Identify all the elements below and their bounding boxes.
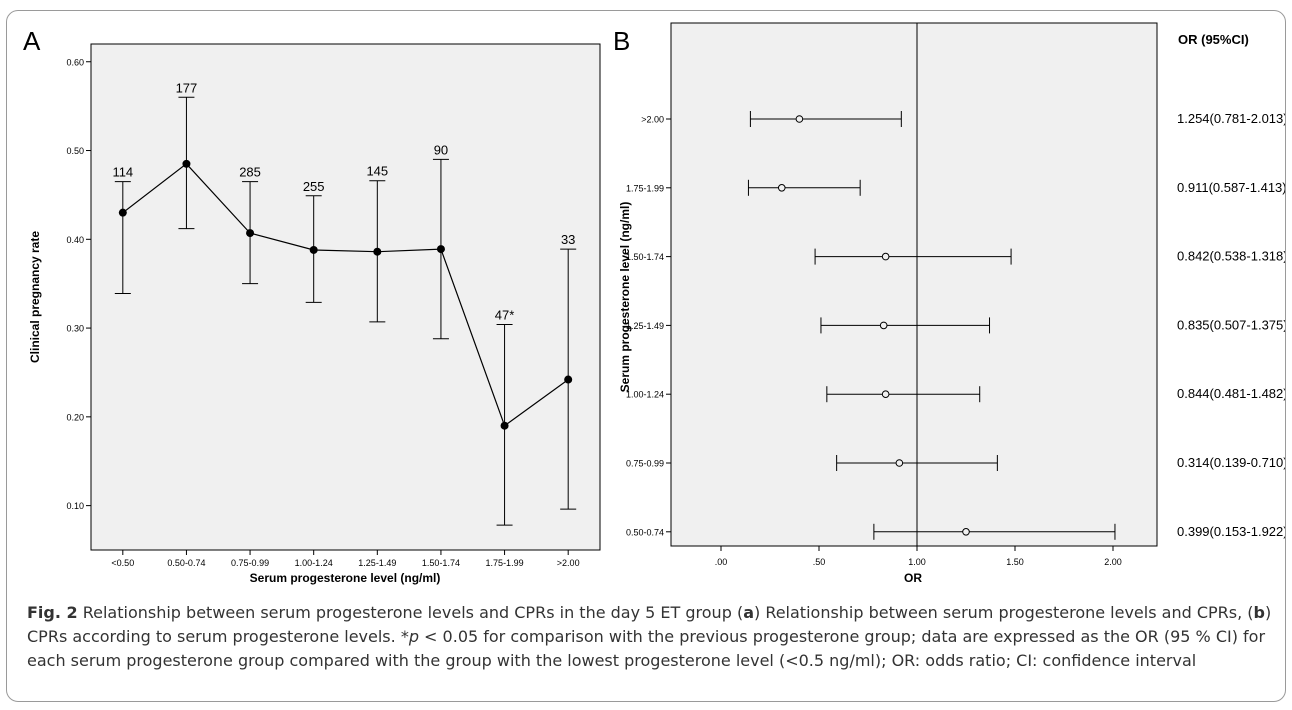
panel-b-or-marker <box>882 253 889 260</box>
panel-b-or-label: 0.314(0.139-0.710) <box>1177 455 1286 470</box>
panel-b-or-labels: 1.254(0.781-2.013) 0.911(0.587-1.413) * 0.… <box>1177 111 1286 539</box>
panel-b-or-marker <box>796 116 803 123</box>
figure-frame: A Clinical pregnancy rate Serum progeste… <box>6 10 1286 702</box>
panel-a-x-tick-label: 0.75-0.99 <box>231 558 269 568</box>
panel-b-xlabel: OR <box>904 571 922 585</box>
panel-b-or-label: 0.911(0.587-1.413) * <box>1177 180 1286 195</box>
panel-a-count-label: 90 <box>434 142 448 157</box>
panel-b-y-axis: >2.00 1.75-1.99 1.50-1.74 1.25-1.49 1.00-1.2… <box>626 115 671 538</box>
panel-a-count-label: 47* <box>495 308 515 323</box>
panel-a-y-tick-label: 0.40 <box>66 235 84 245</box>
panel-b-x-tick-label: 2.00 <box>1104 557 1122 567</box>
caption-label: Fig. 2 <box>27 603 78 622</box>
panel-b-y-tick-label: 1.50-1.74 <box>626 252 664 262</box>
panel-a-count-label: 33 <box>561 232 575 247</box>
panel-b-y-tick-label: 0.50-0.74 <box>626 527 664 537</box>
panel-a-x-axis: <0.50 0.50-0.74 0.75-0.99 1.00-1.24 1.25-1.4… <box>111 550 579 568</box>
panel-b-y-tick-label: 1.75-1.99 <box>626 183 664 193</box>
panel-a-data-point <box>182 160 190 168</box>
panel-a-x-tick-label: 1.25-1.49 <box>358 558 396 568</box>
panel-a-data-point <box>437 245 445 253</box>
panel-a-y-tick-label: 0.30 <box>66 324 84 334</box>
panel-b-or-marker <box>896 460 903 467</box>
panel-a-data-point <box>501 422 509 430</box>
panel-a-count-label: 255 <box>303 179 325 194</box>
caption-text-1: Relationship between serum progesterone … <box>78 603 744 622</box>
panel-b-x-axis: .00 .50 1.00 1.50 2.00 <box>715 546 1122 567</box>
panel-b-or-marker <box>963 529 970 536</box>
panel-b-x-tick-label: .50 <box>813 557 826 567</box>
panel-b-right-header: OR (95%CI) <box>1178 32 1249 47</box>
panel-a-data-point <box>373 248 381 256</box>
panel-a-data-point <box>564 376 572 384</box>
panel-a-label: A <box>23 26 41 56</box>
panel-a-y-axis: 0.10 0.20 0.30 0.40 0.50 0.60 <box>66 57 91 511</box>
panel-a-xlabel: Serum progesterone level (ng/ml) <box>250 571 441 585</box>
panel-b-label: B <box>613 26 630 56</box>
panel-a-x-tick-label: 1.50-1.74 <box>422 558 460 568</box>
panel-b-y-tick-label: 1.00-1.24 <box>626 390 664 400</box>
panel-a-y-tick-label: 0.60 <box>66 57 84 67</box>
panel-b-x-tick-label: .00 <box>715 557 728 567</box>
panel-b-y-tick-label: 1.25-1.49 <box>626 321 664 331</box>
panel-b-x-tick-label: 1.50 <box>1006 557 1024 567</box>
panel-a-count-label: 285 <box>239 165 261 180</box>
panel-b-y-tick-label: 0.75-0.99 <box>626 459 664 469</box>
panel-a: A Clinical pregnancy rate Serum progeste… <box>23 26 600 585</box>
panel-a-x-tick-label: <0.50 <box>111 558 134 568</box>
panel-b-or-label: 0.399(0.153-1.922) <box>1177 524 1286 539</box>
panel-a-x-tick-label: >2.00 <box>557 558 580 568</box>
panel-a-x-tick-label: 0.50-0.74 <box>167 558 205 568</box>
panel-a-ylabel: Clinical pregnancy rate <box>28 231 42 363</box>
panel-b: B OR (95%CI) Serum progesterone level (n… <box>613 23 1286 585</box>
panel-a-plot-area <box>91 44 600 550</box>
caption-panel-b-ref: b <box>1254 603 1265 622</box>
panel-a-x-tick-label: 1.00-1.24 <box>295 558 333 568</box>
panel-a-data-point <box>246 229 254 237</box>
panel-b-ylabel: Serum progesterone level (ng/ml) <box>618 202 632 393</box>
panel-a-y-tick-label: 0.20 <box>66 412 84 422</box>
panel-a-data-point <box>310 246 318 254</box>
caption-panel-a-ref: a <box>743 603 754 622</box>
panel-b-x-tick-label: 1.00 <box>908 557 926 567</box>
panel-a-count-label: 145 <box>366 164 388 179</box>
panel-b-or-label: 1.254(0.781-2.013) <box>1177 111 1286 126</box>
panel-a-y-tick-label: 0.10 <box>66 501 84 511</box>
panel-a-x-tick-label: 1.75-1.99 <box>486 558 524 568</box>
panel-b-or-label: 0.835(0.507-1.375) <box>1177 317 1286 332</box>
figure-charts: A Clinical pregnancy rate Serum progeste… <box>7 11 1286 601</box>
panel-b-or-label: 0.842(0.538-1.318) <box>1177 249 1286 264</box>
panel-b-or-marker <box>778 185 785 192</box>
panel-a-count-label: 177 <box>176 80 198 95</box>
panel-a-y-tick-label: 0.50 <box>66 146 84 156</box>
panel-b-y-tick-label: >2.00 <box>641 115 664 125</box>
figure-caption: Fig. 2 Relationship between serum proges… <box>27 601 1277 673</box>
panel-a-count-label: 114 <box>112 165 133 180</box>
panel-b-or-marker <box>882 391 889 398</box>
panel-b-or-label: 0.844(0.481-1.482) <box>1177 386 1286 401</box>
caption-text-2: ) Relationship between serum progesteron… <box>754 603 1254 622</box>
panel-b-plot-area <box>671 23 1157 546</box>
panel-b-or-marker <box>880 322 887 329</box>
panel-a-data-point <box>119 209 127 217</box>
caption-p-symbol: p <box>409 627 419 646</box>
